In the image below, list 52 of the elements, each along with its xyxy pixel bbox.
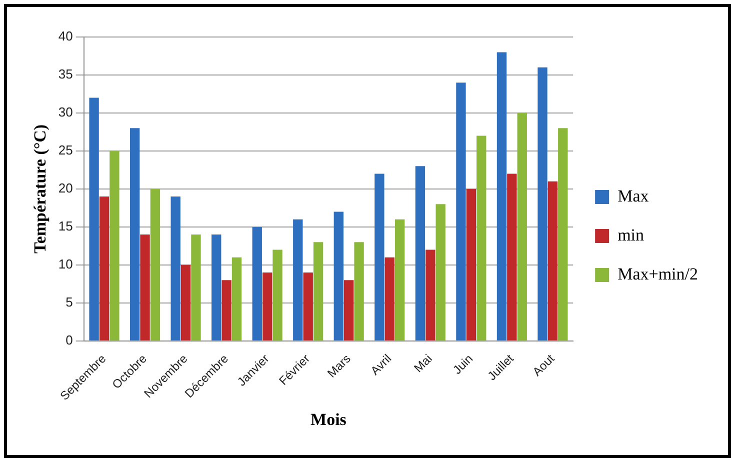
- bar: [517, 112, 527, 340]
- bar: [476, 136, 486, 340]
- y-tick-label: 20: [58, 180, 73, 196]
- bar: [272, 250, 282, 340]
- bar: [415, 166, 426, 340]
- y-tick-label: 15: [58, 218, 73, 234]
- bar: [252, 226, 262, 340]
- bar: [232, 257, 242, 340]
- bar: [313, 242, 324, 340]
- bar: [394, 219, 405, 340]
- legend-label: Max+min/2: [618, 264, 698, 284]
- bar: [496, 52, 507, 340]
- legend-label: Max: [618, 186, 650, 206]
- bar: [262, 272, 272, 340]
- bar: [334, 212, 344, 340]
- y-tick-label: 0: [66, 332, 73, 348]
- x-axis-title: Mois: [310, 410, 347, 430]
- bar: [293, 219, 303, 340]
- bar: [426, 250, 436, 340]
- bar: [89, 98, 99, 340]
- bar: [558, 128, 568, 340]
- bar: [212, 234, 222, 340]
- y-axis-title: Température (°C): [30, 124, 50, 254]
- bar: [507, 174, 517, 340]
- x-tick-label: Mai: [411, 352, 435, 376]
- bar: [436, 204, 446, 340]
- bar: [344, 280, 354, 340]
- bar: [538, 67, 548, 340]
- x-tick-label: Juin: [450, 352, 476, 378]
- bar: [140, 234, 150, 340]
- y-tick-label: 40: [58, 28, 73, 44]
- bar: [191, 234, 201, 340]
- bar: [170, 196, 180, 340]
- bar: [548, 181, 558, 340]
- bar: [150, 188, 160, 340]
- bar: [384, 257, 394, 340]
- bar: [303, 272, 313, 340]
- bar: [180, 264, 191, 340]
- bar: [110, 150, 120, 340]
- bar: [374, 174, 384, 340]
- bar: [99, 196, 110, 340]
- bar: [456, 82, 466, 340]
- bar: [222, 280, 232, 340]
- y-tick-label: 30: [58, 104, 73, 120]
- bar: [130, 128, 140, 340]
- y-tick-label: 10: [58, 256, 73, 272]
- y-tick-label: 35: [58, 66, 73, 82]
- y-tick-label: 25: [58, 142, 73, 158]
- y-tick-label: 5: [66, 294, 73, 310]
- bar: [354, 242, 364, 340]
- legend-label: min: [618, 225, 645, 244]
- bar: [466, 188, 476, 340]
